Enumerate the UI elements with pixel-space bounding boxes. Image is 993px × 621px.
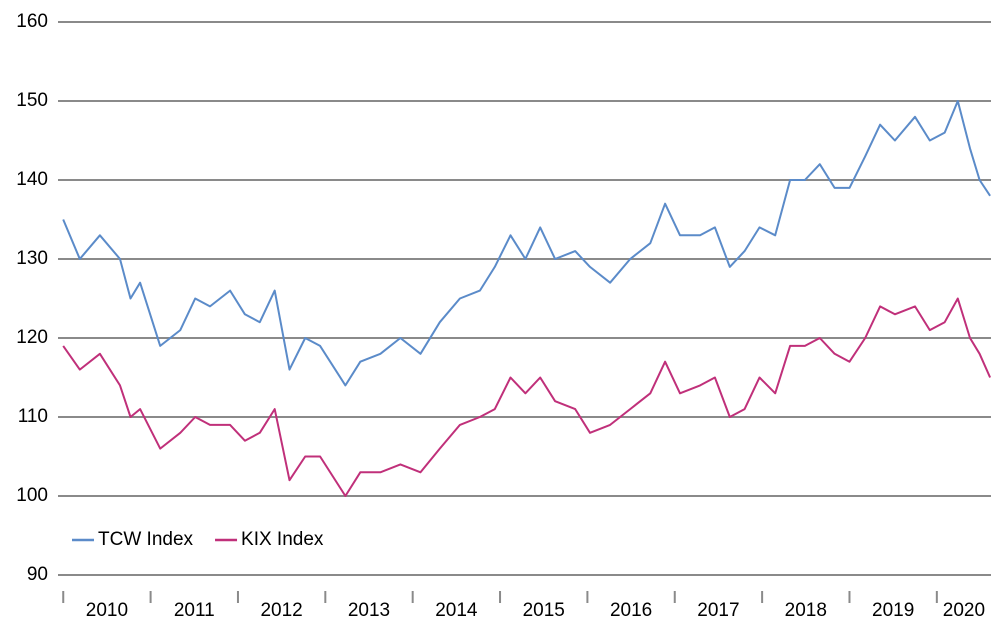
x-tick-label: 2010 (86, 600, 128, 621)
y-tick-label: 90 (27, 564, 48, 585)
y-tick-label: 140 (16, 169, 48, 190)
x-tick-label: 2017 (697, 600, 739, 621)
y-tick-label: 150 (16, 90, 48, 111)
legend-label: TCW Index (98, 529, 194, 550)
x-tick-label: 2011 (174, 600, 215, 621)
series-line (62, 100, 991, 387)
y-tick-label: 110 (18, 406, 48, 427)
x-tick-label: 2018 (785, 600, 827, 621)
x-tick-label: 2020 (943, 600, 985, 621)
y-tick-label: 160 (16, 11, 48, 32)
y-tick-label: 130 (16, 248, 48, 269)
x-tick-label: 2019 (872, 600, 914, 621)
x-tick-label: 2012 (260, 600, 302, 621)
y-tick-label: 120 (16, 327, 48, 348)
y-tick-label: 100 (16, 485, 48, 506)
x-tick-label: 2014 (435, 600, 478, 621)
x-tick-label: 2013 (348, 600, 390, 621)
series-line (62, 297, 992, 497)
x-tick-label: 2016 (610, 600, 652, 621)
legend-label: KIX Index (241, 529, 324, 550)
x-tick-label: 2015 (523, 600, 565, 621)
